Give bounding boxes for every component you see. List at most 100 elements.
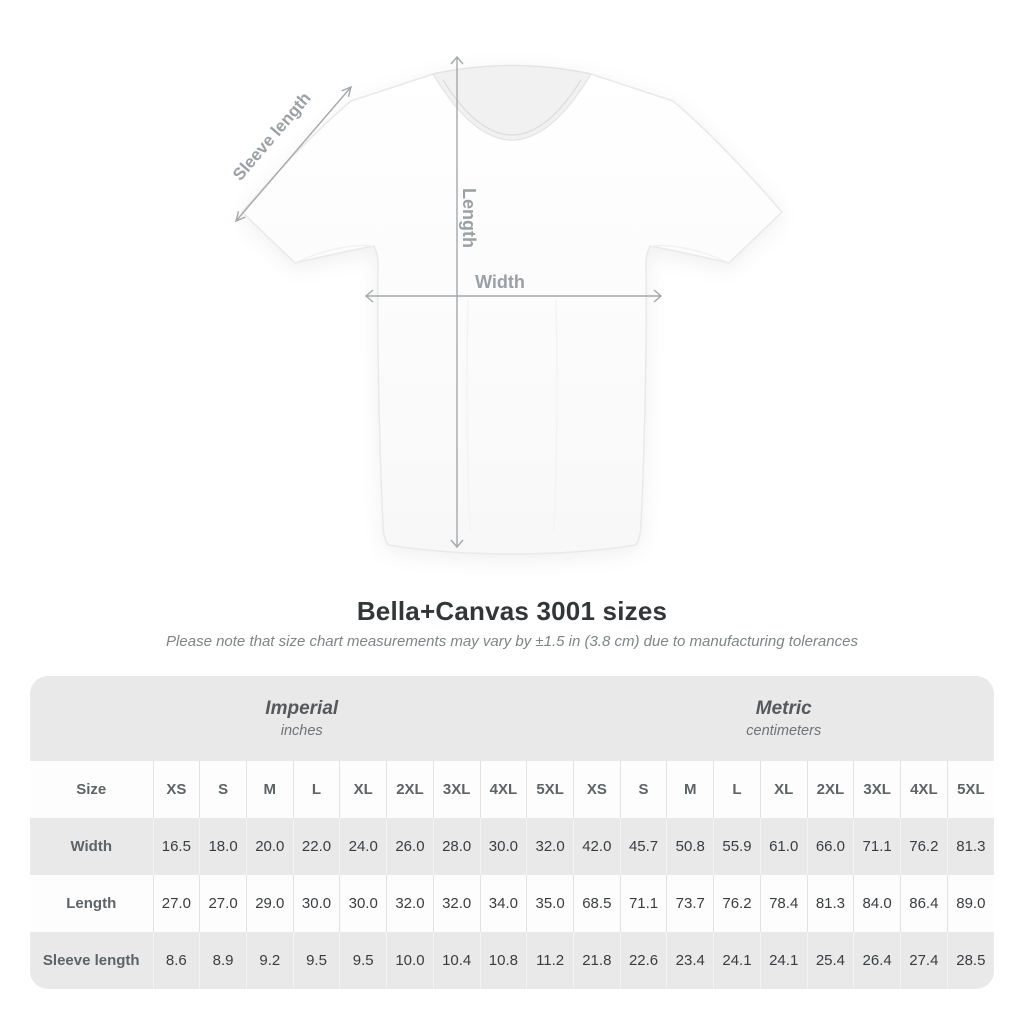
size-col-header: S xyxy=(199,761,247,818)
imperial-unit-label: inches xyxy=(280,723,323,740)
value-cell: 34.0 xyxy=(479,875,527,932)
value-cell: 29.0 xyxy=(245,875,294,932)
value-cell: 32.0 xyxy=(386,875,434,932)
size-chart-table: Imperial inches Metric centimeters Size … xyxy=(30,676,994,989)
value-cell: 42.0 xyxy=(572,818,621,875)
value-cell: 30.0 xyxy=(479,818,527,875)
value-cell: 71.1 xyxy=(619,875,667,932)
value-cell: 9.5 xyxy=(292,932,340,989)
size-col-header: S xyxy=(619,761,667,818)
value-cell: 9.5 xyxy=(339,932,387,989)
size-col-header: L xyxy=(713,761,761,818)
tshirt-illustration xyxy=(240,64,784,555)
size-col-header: M xyxy=(666,761,714,818)
size-col-header: 2XL xyxy=(386,761,434,818)
unit-group-header-row: Imperial inches Metric centimeters xyxy=(30,676,994,761)
size-col-header: XS xyxy=(152,761,200,818)
width-row: Width 16.5 18.0 20.0 22.0 24.0 26.0 28.0… xyxy=(30,818,994,875)
value-cell: 24.1 xyxy=(759,932,808,989)
value-cell: 81.3 xyxy=(946,818,994,875)
size-col-header: M xyxy=(245,761,294,818)
imperial-label: Imperial xyxy=(265,697,339,719)
value-cell: 22.0 xyxy=(292,818,340,875)
value-cell: 10.4 xyxy=(432,932,481,989)
value-cell: 23.4 xyxy=(666,932,714,989)
value-cell: 25.4 xyxy=(806,932,854,989)
value-cell: 32.0 xyxy=(526,818,574,875)
sleeve-length-arrow xyxy=(234,85,353,223)
value-cell: 71.1 xyxy=(853,818,901,875)
size-col-header: XS xyxy=(572,761,621,818)
value-cell: 28.5 xyxy=(946,932,994,989)
value-cell: 21.8 xyxy=(572,932,621,989)
size-col-header: 3XL xyxy=(432,761,481,818)
value-cell: 8.6 xyxy=(152,932,200,989)
value-cell: 11.2 xyxy=(526,932,574,989)
tolerance-note: Please note that size chart measurements… xyxy=(166,633,858,650)
sleeve-length-row: Sleeve length 8.6 8.9 9.2 9.5 9.5 10.0 1… xyxy=(30,932,994,989)
width-label: Width xyxy=(475,272,525,292)
value-cell: 76.2 xyxy=(713,875,761,932)
size-col-header: 2XL xyxy=(806,761,854,818)
value-cell: 78.4 xyxy=(759,875,808,932)
value-cell: 10.0 xyxy=(386,932,434,989)
size-col-header: 4XL xyxy=(900,761,948,818)
value-cell: 55.9 xyxy=(713,818,761,875)
value-cell: 16.5 xyxy=(152,818,200,875)
page-title: Bella+Canvas 3001 sizes xyxy=(356,596,668,626)
value-cell: 9.2 xyxy=(245,932,294,989)
value-cell: 86.4 xyxy=(900,875,948,932)
size-col-header: 4XL xyxy=(479,761,527,818)
value-cell: 20.0 xyxy=(245,818,294,875)
size-col-header: 5XL xyxy=(946,761,994,818)
value-cell: 8.9 xyxy=(199,932,247,989)
size-col-header: L xyxy=(292,761,340,818)
size-col-header: 5XL xyxy=(526,761,574,818)
value-cell: 76.2 xyxy=(900,818,948,875)
value-cell: 24.0 xyxy=(339,818,387,875)
value-cell: 10.8 xyxy=(479,932,527,989)
tshirt-measurement-diagram: Length Width Sleeve length xyxy=(229,55,784,555)
value-cell: 30.0 xyxy=(339,875,387,932)
size-header-row: Size XS S M L XL 2XL 3XL 4XL 5XL XS S M … xyxy=(30,761,994,818)
length-label: Length xyxy=(459,188,479,248)
row-label: Sleeve length xyxy=(42,952,140,969)
value-cell: 27.4 xyxy=(900,932,948,989)
collar xyxy=(432,64,592,141)
value-cell: 84.0 xyxy=(853,875,901,932)
size-chart-container: Imperial inches Metric centimeters Size … xyxy=(30,676,994,989)
width-arrow xyxy=(364,289,663,303)
value-cell: 89.0 xyxy=(946,875,994,932)
value-cell: 61.0 xyxy=(759,818,808,875)
size-col-header: XL xyxy=(339,761,387,818)
size-col-header: XL xyxy=(759,761,808,818)
row-label: Width xyxy=(70,838,112,855)
value-cell: 27.0 xyxy=(199,875,247,932)
metric-group-header: Metric centimeters xyxy=(573,676,994,761)
value-cell: 18.0 xyxy=(199,818,247,875)
value-cell: 81.3 xyxy=(806,875,854,932)
value-cell: 35.0 xyxy=(526,875,574,932)
value-cell: 26.0 xyxy=(386,818,434,875)
value-cell: 73.7 xyxy=(666,875,714,932)
metric-unit-label: centimeters xyxy=(746,723,822,740)
length-row: Length 27.0 27.0 29.0 30.0 30.0 32.0 32.… xyxy=(30,875,994,932)
value-cell: 22.6 xyxy=(619,932,667,989)
value-cell: 50.8 xyxy=(666,818,714,875)
value-cell: 26.4 xyxy=(853,932,901,989)
value-cell: 27.0 xyxy=(152,875,200,932)
imperial-group-header: Imperial inches xyxy=(30,676,574,761)
value-cell: 66.0 xyxy=(806,818,854,875)
size-header: Size xyxy=(76,781,107,798)
metric-label: Metric xyxy=(755,697,812,719)
value-cell: 24.1 xyxy=(713,932,761,989)
length-arrow xyxy=(450,55,464,549)
size-col-header: 3XL xyxy=(853,761,901,818)
value-cell: 30.0 xyxy=(292,875,340,932)
row-label: Length xyxy=(66,895,117,912)
value-cell: 28.0 xyxy=(432,818,481,875)
value-cell: 32.0 xyxy=(432,875,481,932)
value-cell: 45.7 xyxy=(619,818,667,875)
value-cell: 68.5 xyxy=(572,875,621,932)
